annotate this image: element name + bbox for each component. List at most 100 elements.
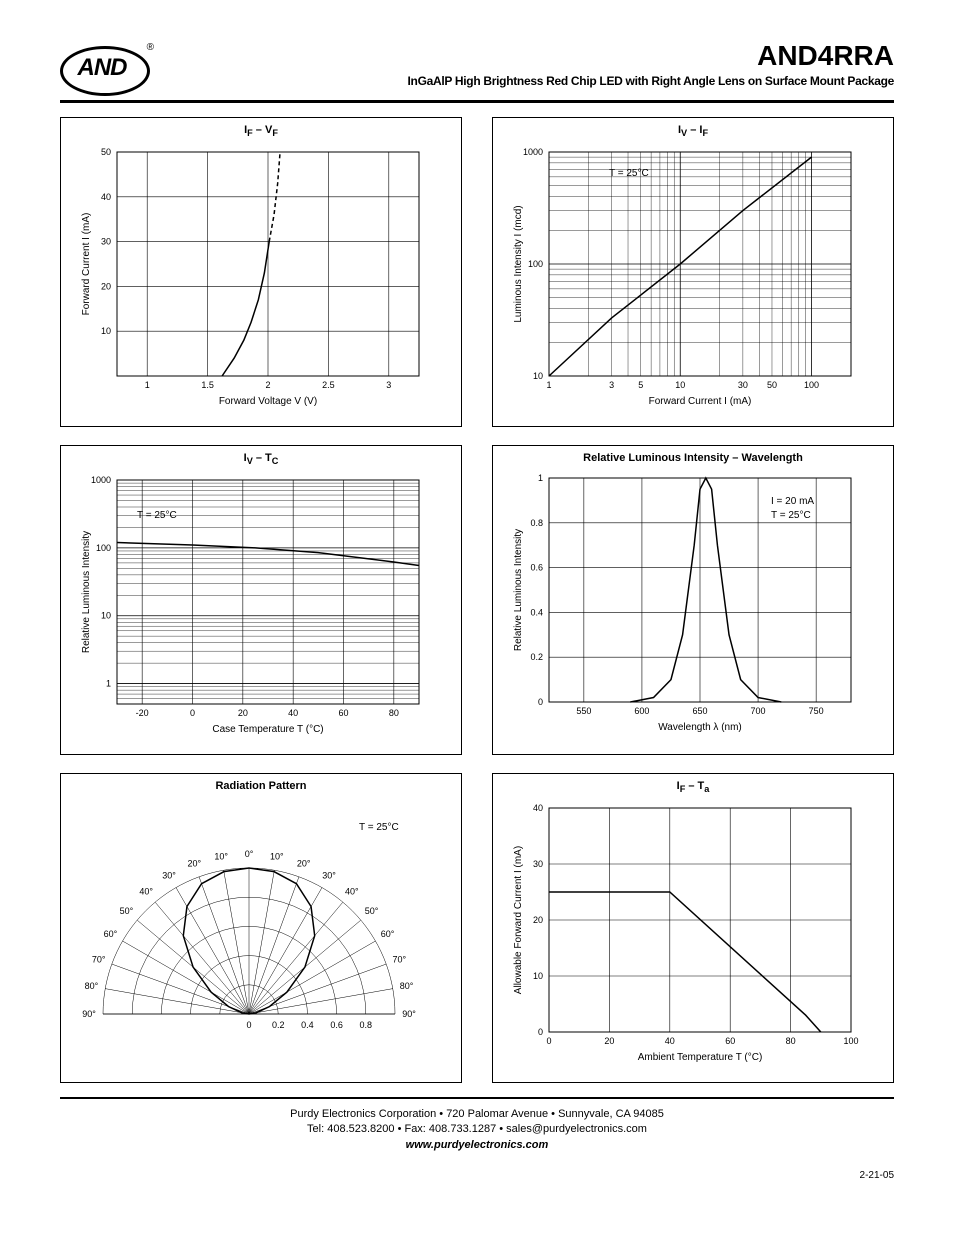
- svg-text:Ta = 25°C: Ta = 25°C: [137, 510, 177, 521]
- logo-registered: ®: [147, 42, 154, 53]
- svg-text:60: 60: [338, 708, 348, 718]
- logo: AND ®: [60, 40, 148, 96]
- svg-text:80°: 80°: [85, 981, 99, 991]
- svg-text:600: 600: [634, 706, 649, 716]
- footer-address: Purdy Electronics Corporation • 720 Palo…: [60, 1107, 894, 1122]
- svg-text:Ta = 25°C: Ta = 25°C: [359, 822, 399, 833]
- svg-text:-20: -20: [136, 708, 149, 718]
- svg-text:70°: 70°: [393, 954, 407, 964]
- footer: Purdy Electronics Corporation • 720 Palo…: [60, 1107, 894, 1153]
- svg-text:30: 30: [738, 380, 748, 390]
- footer-website: www.purdyelectronics.com: [60, 1138, 894, 1153]
- svg-text:80: 80: [786, 1036, 796, 1046]
- svg-text:10: 10: [675, 380, 685, 390]
- date: 2-21-05: [860, 1170, 894, 1181]
- svg-text:0.4: 0.4: [530, 607, 543, 617]
- svg-text:10°: 10°: [214, 851, 228, 861]
- svg-text:40°: 40°: [139, 886, 153, 896]
- chart-title: Radiation Pattern: [69, 780, 453, 792]
- svg-text:0.8: 0.8: [530, 518, 543, 528]
- svg-text:10°: 10°: [270, 851, 284, 861]
- svg-text:20: 20: [604, 1036, 614, 1046]
- svg-text:10: 10: [533, 371, 543, 381]
- svg-text:90°: 90°: [82, 1009, 96, 1019]
- chart-title: IF – VF: [69, 124, 453, 138]
- svg-text:0: 0: [538, 697, 543, 707]
- svg-text:20: 20: [101, 282, 111, 292]
- chart-title: IV – TC: [69, 452, 453, 466]
- svg-text:Ta = 25°C: Ta = 25°C: [609, 168, 649, 179]
- svg-text:50°: 50°: [365, 906, 379, 916]
- svg-text:40: 40: [533, 803, 543, 813]
- svg-text:2.5: 2.5: [322, 380, 335, 390]
- svg-text:100: 100: [804, 380, 819, 390]
- svg-text:3: 3: [609, 380, 614, 390]
- svg-text:60: 60: [725, 1036, 735, 1046]
- svg-text:40°: 40°: [345, 886, 359, 896]
- svg-text:0°: 0°: [245, 849, 254, 859]
- footer-rule: [60, 1097, 894, 1099]
- chart-if-vf: IF – VF 11.522.531020304050Forward Volta…: [60, 117, 462, 427]
- chart-title: Relative Luminous Intensity – Wavelength: [501, 452, 885, 464]
- svg-text:0.8: 0.8: [360, 1020, 373, 1030]
- chart-iv-if: IV – IF 135103050100101001000Forward Cur…: [492, 117, 894, 427]
- svg-text:1: 1: [538, 473, 543, 483]
- svg-text:0: 0: [246, 1020, 251, 1030]
- svg-text:0.6: 0.6: [330, 1020, 343, 1030]
- svg-text:50: 50: [767, 380, 777, 390]
- svg-text:Forward Current IF (mA): Forward Current IF (mA): [649, 396, 752, 406]
- svg-text:20°: 20°: [297, 859, 311, 869]
- svg-text:Ambient Temperature Ta (°C): Ambient Temperature Ta (°C): [638, 1052, 763, 1062]
- svg-text:90°: 90°: [402, 1009, 416, 1019]
- svg-text:30: 30: [533, 859, 543, 869]
- logo-text: AND: [60, 40, 144, 96]
- svg-text:Wavelength λ (nm): Wavelength λ (nm): [658, 722, 742, 732]
- svg-text:Case Temperature TC (°C): Case Temperature TC (°C): [212, 724, 323, 734]
- svg-text:50°: 50°: [120, 906, 134, 916]
- svg-text:40: 40: [288, 708, 298, 718]
- svg-text:20: 20: [238, 708, 248, 718]
- svg-text:10: 10: [101, 611, 111, 621]
- svg-text:20: 20: [533, 915, 543, 925]
- svg-text:Allowable Forward Current IF (: Allowable Forward Current IF (mA): [513, 846, 524, 994]
- svg-text:1: 1: [106, 679, 111, 689]
- svg-text:2: 2: [265, 380, 270, 390]
- chart-title: IV – IF: [501, 124, 885, 138]
- header: AND ® AND4RRA InGaAlP High Brightness Re…: [60, 40, 894, 96]
- svg-text:0.2: 0.2: [530, 652, 543, 662]
- charts-grid: IF – VF 11.522.531020304050Forward Volta…: [60, 117, 894, 1083]
- svg-text:70°: 70°: [92, 954, 106, 964]
- svg-text:Luminous Intensity IV (mcd): Luminous Intensity IV (mcd): [513, 206, 524, 323]
- chart-title: IF – Ta: [501, 780, 885, 794]
- subtitle: InGaAlP High Brightness Red Chip LED wit…: [160, 74, 894, 88]
- svg-text:Relative Luminous Intensity: Relative Luminous Intensity: [513, 529, 524, 651]
- svg-text:60°: 60°: [381, 929, 395, 939]
- svg-text:0.6: 0.6: [530, 563, 543, 573]
- footer-contact: Tel: 408.523.8200 • Fax: 408.733.1287 • …: [60, 1122, 894, 1137]
- svg-text:80°: 80°: [400, 981, 414, 991]
- chart-if-ta: IF – Ta 020406080100010203040Ambient Tem…: [492, 773, 894, 1083]
- svg-text:Forward Voltage VF (V): Forward Voltage VF (V): [219, 396, 317, 406]
- svg-text:60°: 60°: [104, 929, 118, 939]
- svg-text:1.5: 1.5: [201, 380, 214, 390]
- svg-text:30°: 30°: [322, 870, 336, 880]
- svg-text:20°: 20°: [187, 859, 201, 869]
- svg-text:1: 1: [546, 380, 551, 390]
- svg-text:IF = 20 mA: IF = 20 mA: [771, 496, 814, 507]
- svg-text:Forward Current IF (mA): Forward Current IF (mA): [81, 213, 92, 316]
- svg-text:650: 650: [692, 706, 707, 716]
- svg-text:1000: 1000: [523, 147, 543, 157]
- svg-text:100: 100: [843, 1036, 858, 1046]
- svg-text:50: 50: [101, 147, 111, 157]
- chart-intensity-wavelength: Relative Luminous Intensity – Wavelength…: [492, 445, 894, 755]
- svg-text:700: 700: [751, 706, 766, 716]
- svg-text:0: 0: [538, 1027, 543, 1037]
- svg-text:30°: 30°: [162, 870, 176, 880]
- svg-text:0.4: 0.4: [301, 1020, 314, 1030]
- svg-text:0: 0: [546, 1036, 551, 1046]
- svg-text:1000: 1000: [91, 475, 111, 485]
- svg-text:550: 550: [576, 706, 591, 716]
- svg-text:Relative Luminous Intensity: Relative Luminous Intensity: [81, 531, 92, 653]
- chart-iv-tc: IV – TC -200204060801101001000Case Tempe…: [60, 445, 462, 755]
- svg-text:1: 1: [145, 380, 150, 390]
